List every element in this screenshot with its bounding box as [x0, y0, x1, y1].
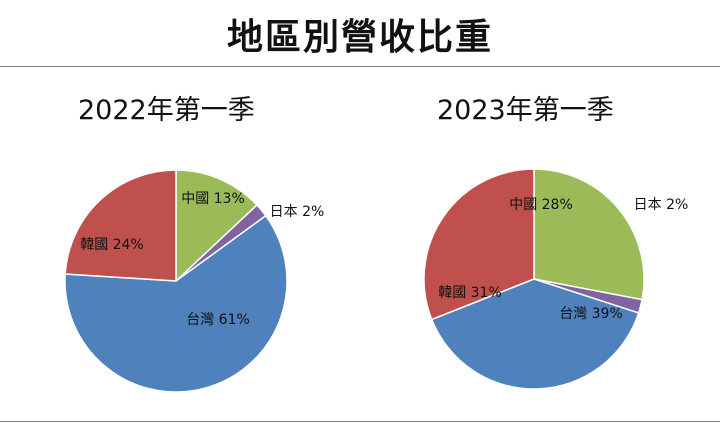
page-title: 地區別營收比重	[226, 17, 493, 58]
pie-slice-2023q1-0	[533, 168, 645, 301]
slice-label-2022q1-0: 中國 13%	[181, 191, 245, 207]
pie-slice-2023q1-3	[423, 168, 535, 321]
chart-title-2023q1: 2023年第一季	[437, 95, 614, 126]
pie-slice-2022q1-2	[64, 214, 288, 393]
chart-title-2022q1: 2022年第一季	[78, 95, 255, 126]
slice-label-2023q1-1: 日本 2%	[634, 197, 689, 213]
slice-label-2023q1-0: 中國 28%	[509, 197, 573, 213]
bottom-divider	[0, 421, 720, 422]
slice-label-2023q1-3: 韓國 31%	[438, 285, 502, 301]
slice-label-2023q1-2: 台灣 39%	[559, 306, 623, 322]
slice-label-2022q1-1: 日本 2%	[270, 204, 325, 220]
pie-slice-2023q1-2	[430, 278, 640, 390]
pie-slice-2022q1-0	[175, 169, 258, 283]
slice-label-2022q1-2: 台灣 61%	[186, 312, 250, 328]
title-divider	[0, 66, 720, 67]
slice-label-2022q1-3: 韓國 24%	[80, 237, 144, 253]
pie-slice-2022q1-3	[64, 169, 177, 282]
